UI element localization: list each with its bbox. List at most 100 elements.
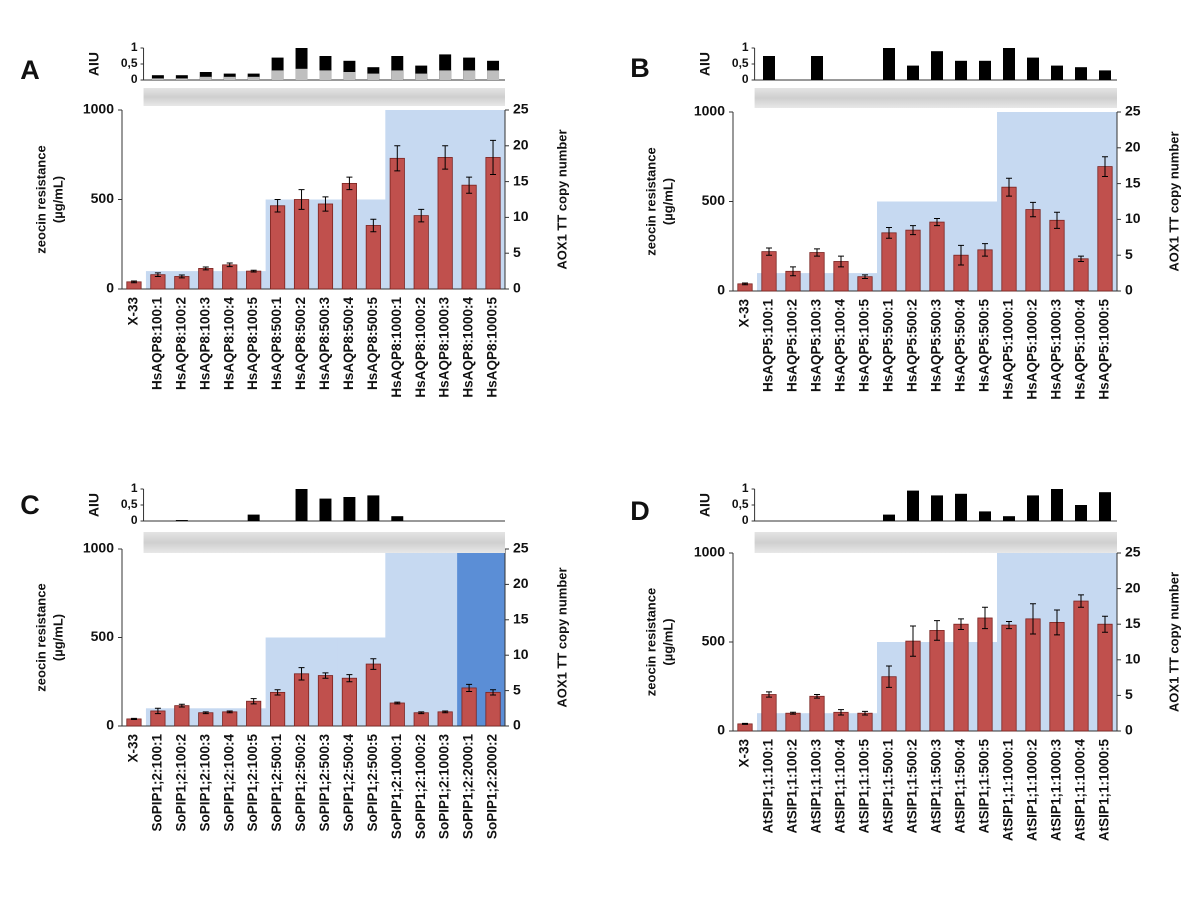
bar bbox=[365, 663, 381, 727]
aiu-bar bbox=[883, 48, 895, 80]
bar bbox=[413, 215, 429, 290]
error-bar bbox=[766, 691, 772, 698]
y2-axis-label: AOX1 TT copy number bbox=[1166, 131, 1181, 271]
bar bbox=[222, 264, 238, 290]
error-bar bbox=[790, 711, 796, 715]
x-tick-label: HsAQP8:1000:1 bbox=[389, 297, 404, 398]
error-bar bbox=[742, 722, 748, 725]
x-tick-label: AtSIP1;1:500:1 bbox=[881, 739, 896, 834]
aiu-bar bbox=[295, 48, 308, 80]
bar bbox=[126, 718, 142, 727]
y2-tick-label: 0 bbox=[1125, 722, 1133, 738]
aiu-bar bbox=[1075, 67, 1087, 80]
aiu-bar-secondary bbox=[391, 70, 404, 80]
y-axis-label: (µg/mL) bbox=[50, 176, 65, 223]
x-tick-label: SoPIP1;2:100:3 bbox=[197, 734, 212, 832]
bar bbox=[785, 712, 801, 732]
x-tick-label: HsAQP8:100:4 bbox=[221, 297, 236, 391]
aiu-bar bbox=[1027, 57, 1039, 80]
error-bar bbox=[490, 689, 497, 696]
error-bar bbox=[766, 247, 772, 256]
y-tick-label: 1000 bbox=[694, 544, 725, 560]
aiu-axis bbox=[143, 48, 505, 81]
aiu-axis bbox=[143, 489, 505, 522]
y-tick-label: 500 bbox=[91, 190, 115, 206]
bar bbox=[317, 203, 334, 290]
x-tick-label: HsAQP8:1000:3 bbox=[437, 297, 452, 398]
y2-tick-label: 15 bbox=[1125, 174, 1141, 190]
aiu-bar bbox=[955, 493, 967, 521]
bar bbox=[437, 157, 453, 290]
error-bar bbox=[1078, 594, 1084, 608]
aiu-tick-label: 0 bbox=[131, 513, 138, 527]
error-bar bbox=[910, 225, 916, 236]
aiu-bar-secondary bbox=[415, 73, 428, 80]
x-tick-label: SoPIP1;2:100:1 bbox=[149, 734, 164, 832]
y-axis-label: zeocin resistance bbox=[643, 588, 658, 696]
y2-axis-label: AOX1 TT copy number bbox=[554, 129, 569, 269]
y2-tick-label: 15 bbox=[513, 172, 529, 188]
y2-tick-label: 10 bbox=[1125, 651, 1141, 667]
error-bar bbox=[202, 266, 209, 271]
error-bar bbox=[298, 667, 305, 681]
x-tick-label: HsAQP5:500:3 bbox=[929, 299, 944, 393]
x-tick-label: HsAQP5:500:5 bbox=[977, 299, 992, 393]
error-bar bbox=[322, 196, 329, 212]
bar bbox=[1073, 600, 1089, 732]
x-tick-label: X-33 bbox=[737, 739, 752, 768]
x-tick-label: HsAQP8:100:2 bbox=[173, 297, 188, 390]
error-bar bbox=[982, 606, 988, 630]
y2-tick-label: 25 bbox=[1125, 544, 1141, 560]
aiu-bar bbox=[271, 57, 284, 80]
y2-tick-label: 20 bbox=[1125, 579, 1141, 595]
x-tick-label: AtSIP1;1:1000:4 bbox=[1073, 739, 1088, 842]
y2-tick-label: 25 bbox=[1125, 103, 1141, 119]
aiu-label: AIU bbox=[86, 493, 102, 517]
bar bbox=[270, 691, 286, 727]
aiu-bar bbox=[1099, 70, 1111, 80]
aiu-bar-secondary bbox=[343, 72, 356, 80]
error-bar bbox=[1030, 603, 1036, 635]
bar bbox=[1097, 623, 1113, 732]
x-tick-label: HsAQP5:100:3 bbox=[809, 299, 824, 393]
y2-tick-label: 20 bbox=[513, 575, 529, 591]
bar bbox=[929, 221, 945, 292]
y-axis-label: (µg/mL) bbox=[660, 178, 675, 225]
y2-axis-label: AOX1 TT copy number bbox=[1166, 572, 1181, 712]
y2-axis-label: AOX1 TT copy number bbox=[554, 567, 569, 707]
aiu-tick-label: 1 bbox=[131, 40, 138, 54]
error-bar bbox=[1102, 615, 1108, 633]
error-bar bbox=[814, 694, 820, 699]
x-tick-label: AtSIP1;1:1000:3 bbox=[1049, 739, 1064, 842]
aiu-bar-secondary bbox=[151, 78, 164, 80]
bar bbox=[174, 705, 190, 727]
y-tick-label: 1000 bbox=[83, 101, 114, 117]
y2-tick-label: 5 bbox=[1125, 686, 1133, 702]
aiu-tick-label: 0,5 bbox=[732, 497, 749, 511]
aiu-bar-secondary bbox=[175, 78, 188, 80]
error-bar bbox=[1054, 211, 1060, 229]
error-bar bbox=[466, 683, 473, 692]
y-axis-label: (µg/mL) bbox=[50, 614, 65, 661]
aiu-bar-secondary bbox=[319, 70, 332, 80]
bar bbox=[317, 675, 334, 727]
x-tick-label: AtSIP1;1:500:4 bbox=[953, 739, 968, 834]
x-tick-label: X-33 bbox=[737, 299, 752, 328]
x-tick-label: AtSIP1;1:500:2 bbox=[905, 739, 920, 834]
bar bbox=[1025, 618, 1041, 732]
y2-tick-label: 15 bbox=[1125, 615, 1141, 631]
error-bar bbox=[958, 618, 964, 631]
error-bar bbox=[346, 176, 353, 191]
x-tick-label: SoPIP1;2:2000:2 bbox=[485, 734, 500, 839]
aiu-bar bbox=[1003, 516, 1015, 521]
aiu-bar-secondary bbox=[199, 76, 212, 80]
bar bbox=[905, 229, 921, 292]
error-bar bbox=[178, 703, 185, 708]
bar bbox=[293, 199, 310, 290]
error-bar bbox=[958, 244, 964, 266]
aiu-bar bbox=[907, 65, 919, 80]
y-tick-label: 1000 bbox=[83, 540, 114, 556]
aiu-bar bbox=[295, 489, 308, 521]
